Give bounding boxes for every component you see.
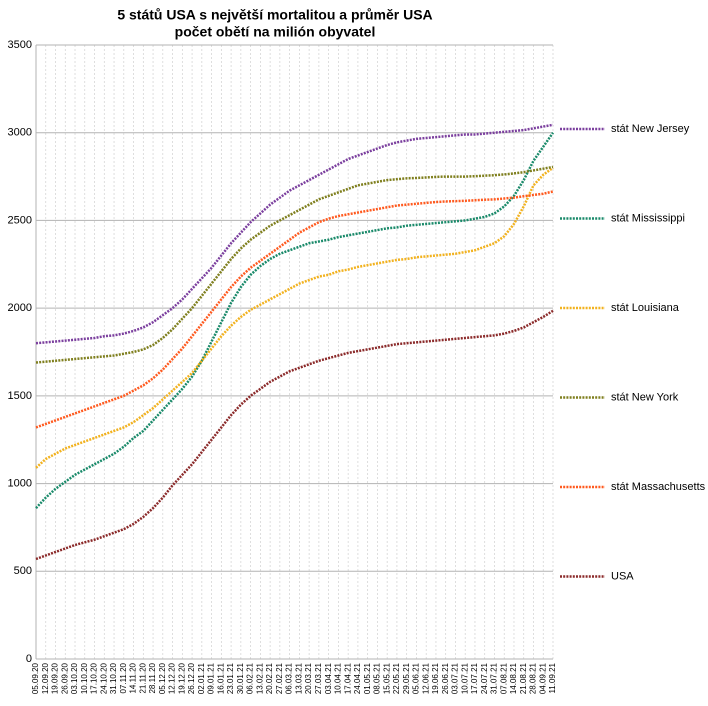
x-tick-label: 07.11.20 <box>119 662 128 693</box>
x-tick-label: 19.09.20 <box>51 662 60 694</box>
x-tick-label: 27.02.21 <box>275 662 284 694</box>
chart-subtitle: počet obětí na milión obyvatel <box>175 24 376 40</box>
x-tick-label: 24.07.21 <box>480 662 489 694</box>
x-tick-label: 03.07.21 <box>451 662 460 694</box>
x-tick-label: 31.07.21 <box>490 662 499 694</box>
x-tick-label: 14.08.21 <box>509 662 518 694</box>
y-tick-label: 500 <box>14 565 32 577</box>
x-tick-label: 10.04.21 <box>334 662 343 694</box>
y-tick-label: 0 <box>26 653 32 665</box>
x-tick-label: 02.01.21 <box>197 662 206 694</box>
x-tick-label: 16.01.21 <box>216 662 225 694</box>
series-line <box>35 165 554 364</box>
x-tick-label: 03.10.20 <box>70 662 79 694</box>
x-tick-label: 08.05.21 <box>373 662 382 694</box>
x-tick-label: 09.01.21 <box>207 662 216 694</box>
x-tick-label: 17.10.20 <box>90 662 99 694</box>
series-line <box>35 309 554 561</box>
x-tick-label: 28.08.21 <box>529 662 538 694</box>
x-tick-label: 04.09.21 <box>538 662 547 694</box>
x-tick-label: 20.02.21 <box>265 662 274 694</box>
x-tick-label: 26.09.20 <box>60 662 69 694</box>
x-tick-label: 06.03.21 <box>285 662 294 694</box>
y-tick-label: 3000 <box>8 127 32 139</box>
x-tick-label: 10.07.21 <box>460 662 469 694</box>
x-tick-label: 17.04.21 <box>343 662 352 694</box>
x-tick-label: 17.07.21 <box>470 662 479 694</box>
x-tick-label: 22.05.21 <box>392 662 401 694</box>
legend-label: stát Louisiana <box>611 302 680 314</box>
y-tick-label: 3500 <box>8 39 32 51</box>
x-tick-label: 05.12.20 <box>158 662 167 694</box>
x-tick-label: 12.06.21 <box>421 662 430 694</box>
legend-label: USA <box>611 570 634 582</box>
x-tick-label: 03.04.21 <box>324 662 333 694</box>
legend-label: stát New Jersey <box>611 123 690 135</box>
x-tick-label: 12.12.20 <box>168 662 177 694</box>
x-tick-label: 20.03.21 <box>304 662 313 694</box>
chart-title: 5 států USA s největší mortalitou a prům… <box>117 7 432 23</box>
x-tick-label: 21.11.20 <box>138 662 147 693</box>
x-tick-label: 05.06.21 <box>412 662 421 694</box>
x-tick-label: 19.06.21 <box>431 662 440 694</box>
x-tick-label: 12.09.20 <box>41 662 50 694</box>
legend-label: stát Massachusetts <box>611 481 706 493</box>
y-tick-label: 1000 <box>8 477 32 489</box>
x-tick-label: 23.01.21 <box>226 662 235 694</box>
x-tick-label: 24.04.21 <box>353 662 362 694</box>
x-tick-label: 10.10.20 <box>80 662 89 694</box>
y-tick-label: 1500 <box>8 390 32 402</box>
x-tick-label: 01.05.21 <box>363 662 372 694</box>
legend-label: stát New York <box>611 391 679 403</box>
x-tick-label: 15.05.21 <box>382 662 391 694</box>
x-tick-label: 07.08.21 <box>499 662 508 694</box>
x-tick-label: 29.05.21 <box>402 662 411 694</box>
legend-label: stát Mississippi <box>611 212 685 224</box>
x-tick-label: 06.02.21 <box>246 662 255 694</box>
x-tick-label: 27.03.21 <box>314 662 323 694</box>
x-tick-label: 26.12.20 <box>187 662 196 694</box>
x-tick-label: 30.01.21 <box>236 662 245 694</box>
series-line <box>35 123 554 345</box>
x-tick-label: 13.03.21 <box>294 662 303 694</box>
x-tick-label: 24.10.20 <box>99 662 108 694</box>
y-tick-label: 2500 <box>8 214 32 226</box>
x-tick-label: 13.02.21 <box>255 662 264 694</box>
x-tick-label: 19.12.20 <box>177 662 186 694</box>
x-tick-label: 11.09.21 <box>548 662 557 693</box>
x-tick-label: 21.08.21 <box>519 662 528 694</box>
x-tick-label: 31.10.20 <box>109 662 118 694</box>
x-tick-label: 05.09.20 <box>31 662 40 694</box>
x-tick-label: 26.06.21 <box>441 662 450 694</box>
x-tick-label: 28.11.20 <box>148 662 157 693</box>
series-line <box>35 132 555 509</box>
series-line <box>35 190 554 429</box>
series-line <box>35 166 554 469</box>
y-tick-label: 2000 <box>8 302 32 314</box>
x-tick-label: 14.11.20 <box>129 662 138 693</box>
